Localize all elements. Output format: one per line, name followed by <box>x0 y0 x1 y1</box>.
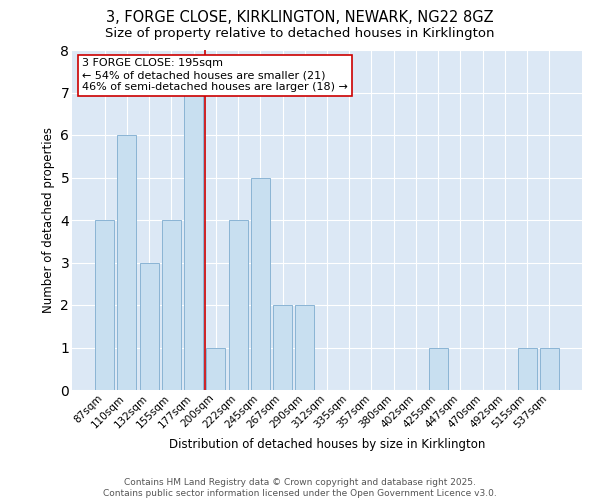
Text: Contains HM Land Registry data © Crown copyright and database right 2025.
Contai: Contains HM Land Registry data © Crown c… <box>103 478 497 498</box>
X-axis label: Distribution of detached houses by size in Kirklington: Distribution of detached houses by size … <box>169 438 485 451</box>
Bar <box>162 220 181 390</box>
Bar <box>273 305 292 390</box>
Bar <box>429 348 448 390</box>
Bar <box>184 92 203 390</box>
Bar <box>540 348 559 390</box>
Bar <box>95 220 114 390</box>
Bar <box>295 305 314 390</box>
Bar <box>206 348 225 390</box>
Bar <box>518 348 536 390</box>
Text: 3 FORGE CLOSE: 195sqm
← 54% of detached houses are smaller (21)
46% of semi-deta: 3 FORGE CLOSE: 195sqm ← 54% of detached … <box>82 58 348 92</box>
Bar <box>118 135 136 390</box>
Text: Size of property relative to detached houses in Kirklington: Size of property relative to detached ho… <box>105 28 495 40</box>
Y-axis label: Number of detached properties: Number of detached properties <box>42 127 55 313</box>
Bar <box>140 262 158 390</box>
Bar <box>251 178 270 390</box>
Text: 3, FORGE CLOSE, KIRKLINGTON, NEWARK, NG22 8GZ: 3, FORGE CLOSE, KIRKLINGTON, NEWARK, NG2… <box>106 10 494 25</box>
Bar <box>229 220 248 390</box>
